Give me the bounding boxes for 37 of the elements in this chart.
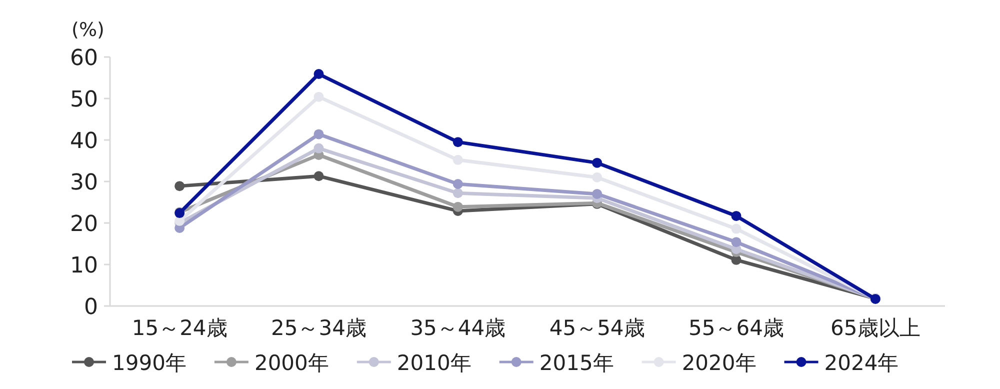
legend-label: 1990年 <box>112 351 186 375</box>
y-axis-title: (%) <box>72 19 104 41</box>
point <box>452 178 463 189</box>
legend-label: 2015年 <box>539 351 614 375</box>
x-tick-label: 45～54歳 <box>549 316 645 340</box>
legend-label: 2020年 <box>682 351 756 375</box>
point <box>314 171 324 182</box>
y-tick-label: 10 <box>70 254 98 278</box>
x-tick-label: 55～64歳 <box>688 316 784 340</box>
point <box>314 129 324 140</box>
point <box>452 154 463 165</box>
legend-label: 2024年 <box>824 351 899 375</box>
x-tick-label: 25～34歳 <box>271 316 366 340</box>
point <box>314 92 324 102</box>
point <box>314 143 324 154</box>
x-tick-label: 15～24歳 <box>132 316 228 340</box>
point <box>731 237 742 248</box>
point <box>174 181 185 192</box>
point <box>592 158 602 168</box>
point <box>592 188 602 199</box>
y-tick-label: 50 <box>70 88 98 112</box>
y-tick-label: 0 <box>84 295 98 320</box>
legend-label: 2010年 <box>396 351 472 375</box>
x-tick-label: 35～44歳 <box>410 316 506 340</box>
point <box>731 210 742 221</box>
point <box>731 224 742 234</box>
point <box>452 188 463 198</box>
point <box>452 202 463 212</box>
x-tick-label: 65歳以上 <box>830 316 920 340</box>
y-tick-label: 30 <box>70 170 98 196</box>
legend-label: 2000年 <box>254 351 329 375</box>
y-tick-label: 40 <box>70 129 98 154</box>
y-tick-label: 20 <box>70 212 98 237</box>
point <box>452 137 463 148</box>
point <box>592 172 602 182</box>
y-tick-label: 60 <box>70 46 98 71</box>
point <box>314 69 324 80</box>
